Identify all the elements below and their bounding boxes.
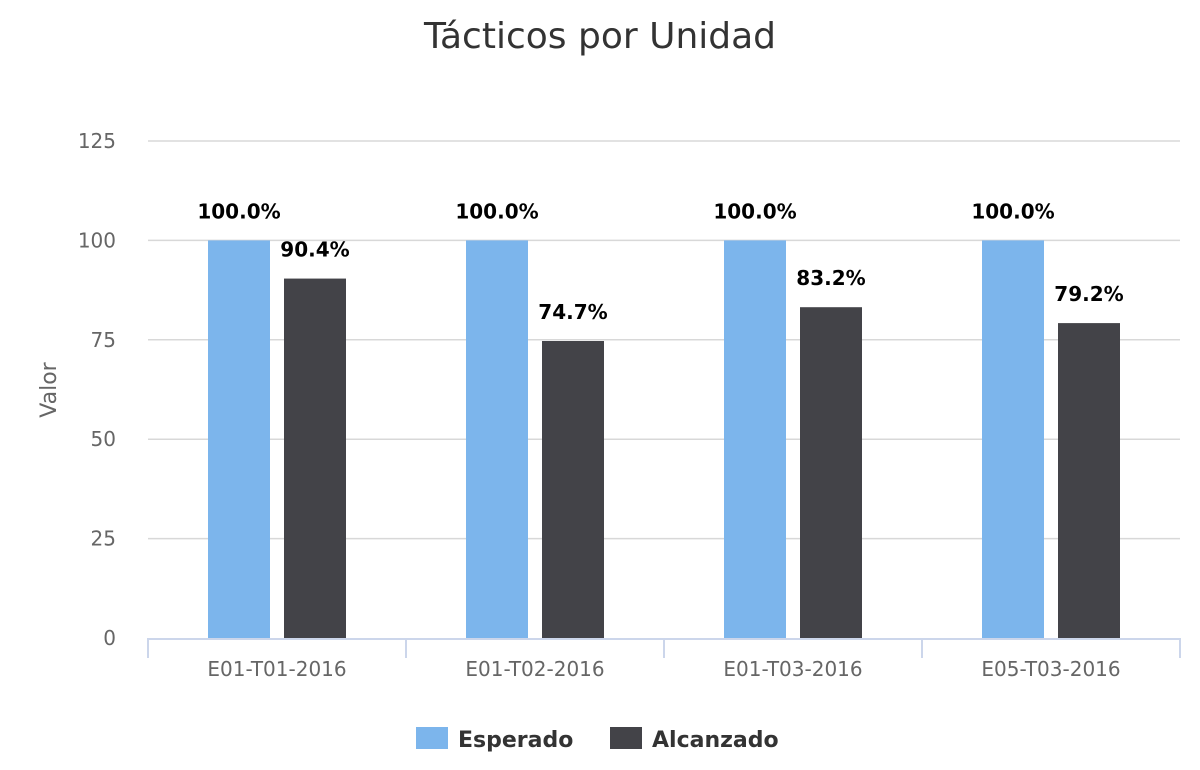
x-tick-label: E01-T03-2016 xyxy=(723,657,862,681)
bar-esperado xyxy=(724,240,786,638)
bar-esperado xyxy=(208,240,270,638)
x-tick-label: E01-T01-2016 xyxy=(207,657,346,681)
chart-title: Tácticos por Unidad xyxy=(423,16,776,57)
data-label: 83.2% xyxy=(796,266,865,290)
y-axis-title: Valor xyxy=(37,361,62,417)
x-tick-label: E05-T03-2016 xyxy=(981,657,1120,681)
data-label: 90.4% xyxy=(280,238,349,262)
bar-esperado xyxy=(982,240,1044,638)
x-tick-label: E01-T02-2016 xyxy=(465,657,604,681)
y-tick-label: 100 xyxy=(78,228,116,252)
legend-label: Alcanzado xyxy=(652,728,779,753)
bar-alcanzado xyxy=(1058,323,1120,638)
data-label: 100.0% xyxy=(197,199,280,223)
data-label: 79.2% xyxy=(1054,282,1123,306)
y-tick-label: 125 xyxy=(78,129,116,153)
bar-esperado xyxy=(466,240,528,638)
y-tick-label: 0 xyxy=(103,626,116,650)
y-tick-label: 25 xyxy=(91,527,116,551)
y-tick-label: 50 xyxy=(91,427,116,451)
data-label: 100.0% xyxy=(971,199,1054,223)
x-axis: E01-T01-2016 E01-T02-2016 E01-T03-2016 E05-… xyxy=(147,638,1181,681)
bar-alcanzado xyxy=(542,340,604,638)
y-axis-ticks: 0 25 50 75 100 125 xyxy=(78,129,116,650)
bar-alcanzado xyxy=(800,307,862,638)
data-label: 100.0% xyxy=(455,199,538,223)
data-label: 100.0% xyxy=(713,199,796,223)
data-labels: 100.0%90.4%100.0%74.7%100.0%83.2%100.0%7… xyxy=(197,199,1123,324)
legend: Esperado Alcanzado xyxy=(416,727,779,753)
bars xyxy=(208,240,1120,638)
legend-label: Esperado xyxy=(458,728,573,753)
legend-swatch xyxy=(416,727,448,749)
legend-swatch xyxy=(610,727,642,749)
y-tick-label: 75 xyxy=(91,328,116,352)
data-label: 74.7% xyxy=(538,300,607,324)
bar-alcanzado xyxy=(284,278,346,638)
